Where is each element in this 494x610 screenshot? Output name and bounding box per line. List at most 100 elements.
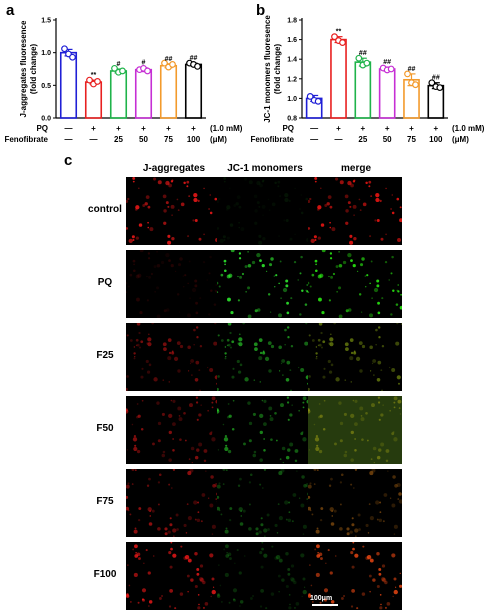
cell-spot	[217, 200, 219, 203]
cell-spot	[370, 195, 373, 197]
cell-spot	[218, 509, 221, 512]
cell-spot	[186, 574, 190, 578]
cell-spot	[128, 238, 133, 244]
cell-spot	[238, 342, 243, 347]
cell-spot	[164, 527, 168, 531]
cell-spot	[156, 251, 158, 253]
cell-spot	[193, 328, 196, 332]
cell-spot	[318, 323, 323, 326]
cell-spot	[308, 291, 310, 293]
cell-spot	[172, 399, 176, 403]
micrograph-f50-jc-1-monomers	[217, 396, 311, 464]
cell-spot	[196, 448, 200, 452]
cell-spot	[163, 347, 167, 351]
cell-spot	[334, 442, 337, 446]
cell-spot	[261, 180, 265, 183]
cell-spot	[238, 337, 243, 342]
cell-spot	[391, 194, 393, 196]
cell-spot	[211, 396, 216, 401]
cell-spot	[344, 379, 347, 381]
cell-spot	[221, 601, 223, 603]
cell-spot	[196, 572, 200, 576]
micrograph-control-j-aggregates	[126, 177, 220, 245]
cell-spot	[227, 552, 232, 557]
cell-spot	[147, 221, 149, 224]
cell-spot	[230, 250, 235, 253]
cell-spot	[390, 208, 393, 210]
cell-spot	[168, 605, 172, 608]
cell-spot	[287, 572, 291, 576]
cell-spot	[182, 275, 185, 277]
cell-spot	[126, 199, 129, 204]
cell-spot	[258, 356, 263, 361]
cell-spot	[184, 555, 190, 560]
cell-spot	[186, 185, 189, 188]
panel-label-b: b	[256, 2, 266, 19]
cell-spot	[248, 503, 251, 506]
cell-spot	[147, 342, 152, 347]
cell-spot	[393, 406, 396, 409]
treatment-value: —	[65, 124, 73, 133]
cell-spot	[152, 442, 155, 446]
cell-spot	[239, 605, 241, 607]
cell-spot	[138, 331, 141, 335]
cell-spot	[229, 346, 232, 349]
cell-spot	[133, 446, 138, 452]
cell-spot	[376, 518, 379, 521]
cell-spot	[149, 227, 154, 232]
y-tick-label: 0.5	[41, 83, 51, 90]
cell-spot	[259, 259, 262, 263]
cell-spot	[380, 603, 382, 606]
cell-spot	[388, 279, 390, 281]
cell-spot	[351, 588, 355, 593]
cell-spot	[133, 572, 138, 577]
cell-spot	[262, 487, 264, 489]
cell-spot	[347, 252, 352, 258]
cell-spot	[329, 252, 333, 255]
cell-spot	[230, 310, 234, 315]
cell-spot	[397, 290, 400, 293]
cell-spot	[253, 342, 258, 347]
cell-spot	[134, 208, 138, 211]
micrograph-f25-jc-1-monomers	[217, 323, 311, 391]
cell-spot	[375, 500, 380, 505]
cell-spot	[322, 427, 326, 431]
cell-spot	[136, 449, 141, 454]
cell-spot	[218, 564, 220, 566]
cell-spot	[313, 423, 316, 426]
cell-spot	[391, 367, 396, 372]
cell-spot	[238, 205, 242, 209]
cell-spot	[187, 590, 189, 593]
cell-spot	[134, 355, 136, 358]
cell-spot	[318, 449, 323, 454]
significance-mark: #	[117, 61, 121, 68]
cell-spot	[338, 286, 342, 290]
cell-spot	[135, 236, 139, 240]
bar-F75	[159, 64, 178, 119]
cell-spot	[260, 517, 263, 520]
row-label-control: control	[88, 204, 122, 215]
treatment-value: +	[360, 124, 365, 133]
cell-spot	[224, 572, 229, 577]
cell-spot	[354, 528, 359, 533]
cell-spot	[195, 326, 199, 329]
cell-spot	[319, 518, 323, 522]
cell-spot	[229, 507, 233, 510]
cell-spot	[227, 449, 232, 454]
cell-spot	[326, 202, 330, 206]
cell-spot	[178, 414, 181, 417]
cell-spot	[389, 409, 391, 412]
cell-spot	[170, 264, 174, 268]
cell-spot	[202, 580, 206, 585]
cell-spot	[226, 338, 230, 342]
cell-spot	[239, 600, 244, 604]
cell-spot	[268, 263, 273, 267]
cell-spot	[360, 414, 363, 417]
cell-spot	[263, 438, 265, 440]
treatment-label: Fenofibrate	[250, 135, 294, 144]
micrograph-image	[126, 396, 220, 464]
cell-spot	[217, 334, 220, 337]
cell-spot	[261, 542, 264, 544]
cell-spot	[380, 413, 384, 417]
cell-spot	[196, 518, 201, 523]
